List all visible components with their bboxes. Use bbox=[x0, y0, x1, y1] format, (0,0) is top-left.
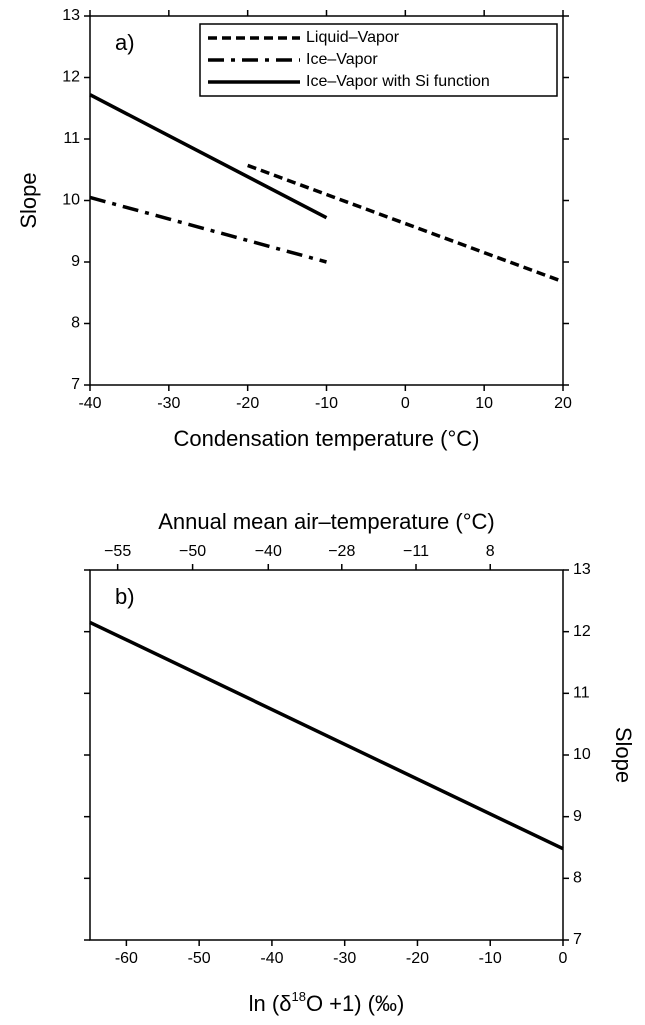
legend-label: Ice–Vapor bbox=[306, 51, 378, 68]
x-tick-label: -50 bbox=[188, 950, 211, 967]
x-tick-label: -30 bbox=[333, 950, 356, 967]
y-tick-label: 8 bbox=[71, 315, 80, 332]
x-tick-label: -40 bbox=[260, 950, 283, 967]
x-tick-label: -60 bbox=[115, 950, 138, 967]
y-tick-label: 11 bbox=[573, 685, 590, 702]
x-tick-label: 0 bbox=[401, 395, 410, 412]
x2-axis-label: Annual mean air–temperature (°C) bbox=[158, 509, 495, 534]
x2-tick-label: −28 bbox=[328, 543, 355, 560]
x-tick-label: -20 bbox=[236, 395, 259, 412]
line-series bbox=[89, 195, 327, 264]
x-tick-label: -20 bbox=[406, 950, 429, 967]
x-axis-label: Condensation temperature (°C) bbox=[174, 426, 480, 451]
y-tick-label: 9 bbox=[573, 808, 582, 825]
x2-tick-label: −55 bbox=[104, 543, 131, 560]
x-axis-label-part: ln (δ bbox=[249, 991, 292, 1016]
x-tick-label: -10 bbox=[315, 395, 338, 412]
line-series bbox=[89, 93, 328, 220]
plot-frame bbox=[89, 569, 564, 941]
x2-tick-label: 8 bbox=[486, 543, 495, 560]
x-tick-label: -30 bbox=[157, 395, 180, 412]
x-tick-label: -10 bbox=[479, 950, 502, 967]
y-tick-label: 7 bbox=[71, 376, 80, 393]
x2-tick-label: −40 bbox=[255, 543, 282, 560]
x-axis-label-part: O +1) (‰) bbox=[306, 991, 404, 1016]
y-tick-label: 9 bbox=[71, 253, 80, 270]
line-series bbox=[89, 620, 564, 851]
x2-tick-label: −50 bbox=[179, 543, 206, 560]
y-tick-label: 12 bbox=[573, 623, 591, 640]
line-series bbox=[247, 163, 564, 284]
legend-label: Liquid–Vapor bbox=[306, 29, 400, 46]
x-tick-label: -40 bbox=[78, 395, 101, 412]
x-axis-label-part: 18 bbox=[291, 989, 305, 1004]
panel-label: a) bbox=[115, 30, 135, 55]
y-tick-label: 13 bbox=[573, 561, 591, 578]
x-axis-label: ln (δ18O +1) (‰) bbox=[249, 989, 405, 1016]
y-axis-label: Slope bbox=[611, 727, 636, 783]
legend-label: Ice–Vapor with Si function bbox=[306, 73, 490, 90]
y-tick-label: 10 bbox=[573, 746, 591, 763]
y-tick-label: 7 bbox=[573, 931, 582, 948]
y-tick-label: 10 bbox=[62, 192, 80, 209]
y-tick-label: 11 bbox=[63, 130, 80, 147]
x-tick-label: 10 bbox=[475, 395, 493, 412]
panel-label: b) bbox=[115, 584, 135, 609]
y-tick-label: 8 bbox=[573, 870, 582, 887]
x-tick-label: 20 bbox=[554, 395, 572, 412]
y-axis-label: Slope bbox=[16, 172, 41, 228]
x-tick-label: 0 bbox=[559, 950, 568, 967]
y-tick-label: 13 bbox=[62, 7, 80, 24]
legend-box bbox=[199, 23, 558, 97]
x2-tick-label: −11 bbox=[403, 543, 429, 560]
y-tick-label: 12 bbox=[62, 69, 80, 86]
